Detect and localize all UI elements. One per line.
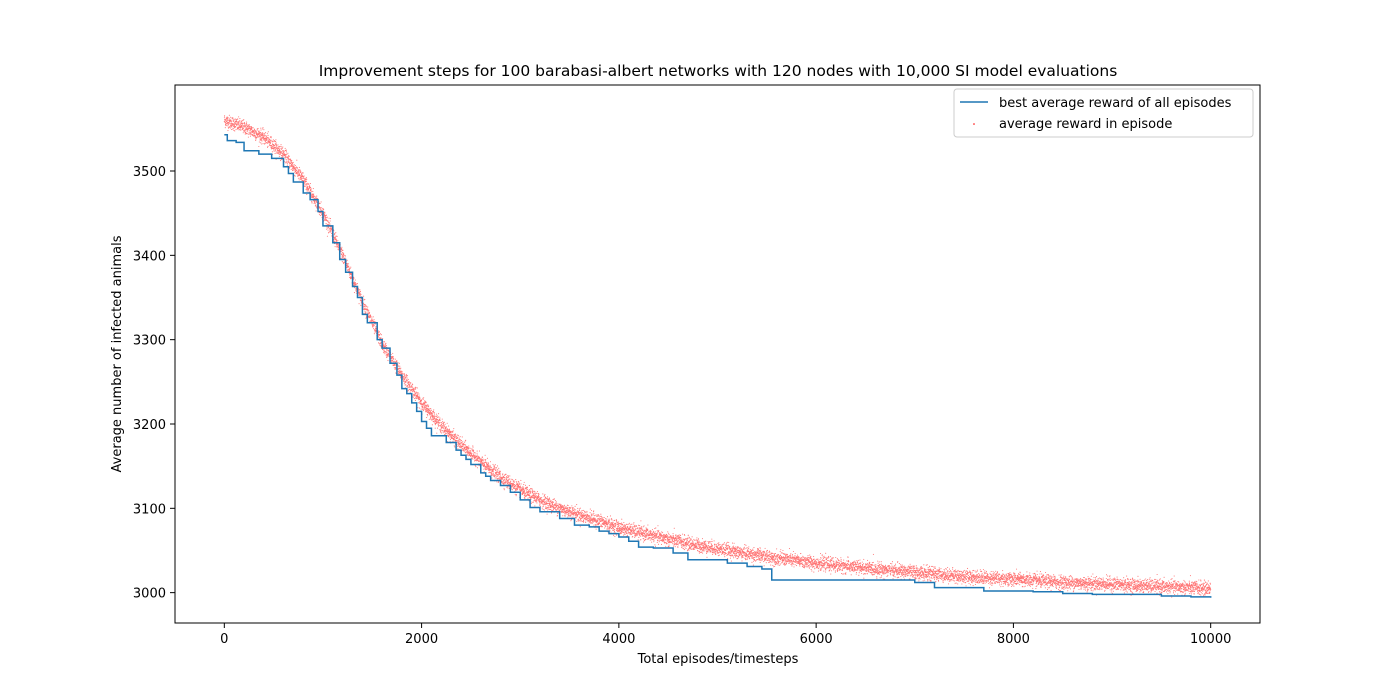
x-tick-label: 4000 [602,632,635,647]
x-axis: 0 2000 4000 6000 8000 10000 [220,623,1231,647]
y-axis: 3000 3100 3200 3300 3400 3500 [133,165,175,602]
y-tick-label: 3500 [133,165,166,180]
y-tick-label: 3200 [133,418,166,433]
x-tick-label: 0 [220,632,228,647]
plot-area [174,84,1261,624]
x-axis-label: Total episodes/timesteps [637,652,799,667]
best-reward-line [224,134,1212,598]
y-tick-label: 3400 [133,249,166,264]
legend-box [953,88,1254,138]
y-axis-label: Average number of infected animals [110,235,125,472]
chart-title: Improvement steps for 100 barabasi-alber… [319,62,1118,80]
axes-frame [174,84,1261,624]
x-tick-label: 8000 [997,632,1030,647]
legend-label-best: best average reward of all episodes [999,96,1232,111]
y-tick-label: 3100 [133,502,166,517]
axes-background [175,85,1260,623]
x-tick-label: 6000 [800,632,833,647]
y-tick-label: 3300 [133,334,166,349]
legend-label-average: average reward in episode [999,117,1172,132]
y-tick-label: 3000 [133,587,166,602]
legend-scatter-marker [973,123,975,125]
x-tick-label: 10000 [1190,632,1231,647]
legend: best average reward of all episodes aver… [953,88,1254,138]
x-tick-label: 2000 [405,632,438,647]
step-series [224,134,1212,598]
